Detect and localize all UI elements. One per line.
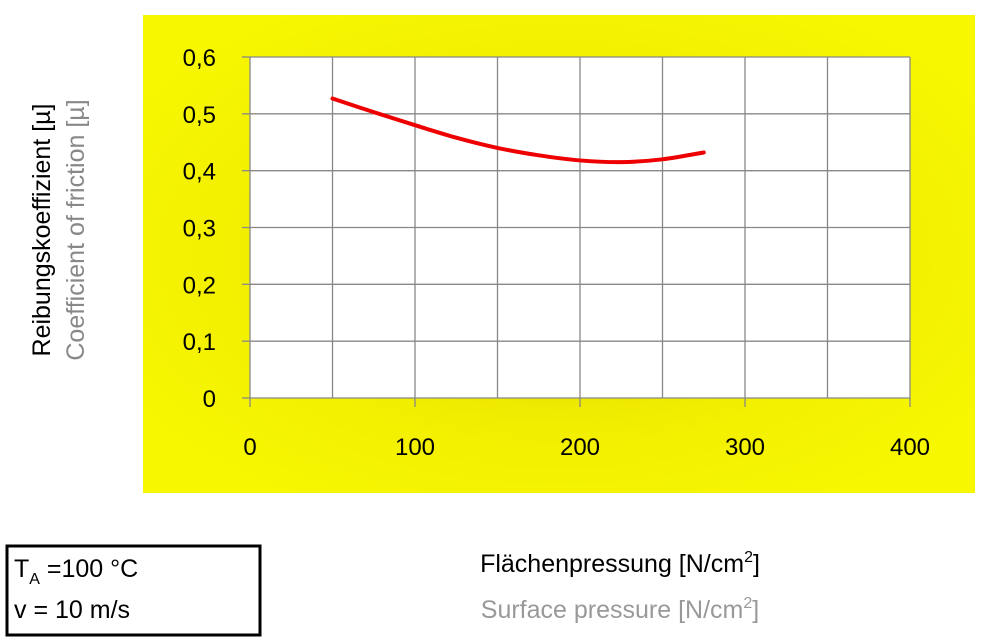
x-tick-label: 100 xyxy=(395,434,435,461)
data-line xyxy=(330,96,706,165)
x-tick-label: 400 xyxy=(890,434,930,461)
condition-speed: v = 10 m/s xyxy=(14,596,130,624)
x-tick-label: 300 xyxy=(725,434,765,461)
y-tick-label: 0,2 xyxy=(183,272,216,299)
y-tick-label: 0 xyxy=(203,386,216,413)
x-axis-label: Flächenpressung [N/cm2] xyxy=(480,549,760,578)
y-tick-label: 0,4 xyxy=(183,159,216,186)
y-tick-label: 0,6 xyxy=(183,45,216,72)
y-axis-label-en: Coefficient of friction [µ] xyxy=(62,99,90,360)
conditions-box xyxy=(5,544,262,637)
x-tick-label: 200 xyxy=(560,434,600,461)
y-tick-label: 0,3 xyxy=(183,216,216,243)
condition-temp: TA =100 °C xyxy=(14,555,138,588)
x-tick-label: 0 xyxy=(243,434,256,461)
x-axis-label-en: Surface pressure [N/cm2] xyxy=(481,595,759,624)
y-tick-label: 0,1 xyxy=(183,329,216,356)
y-tick-label: 0,5 xyxy=(183,102,216,129)
y-axis-label: Reibungskoeffizient [µ] xyxy=(28,104,56,357)
